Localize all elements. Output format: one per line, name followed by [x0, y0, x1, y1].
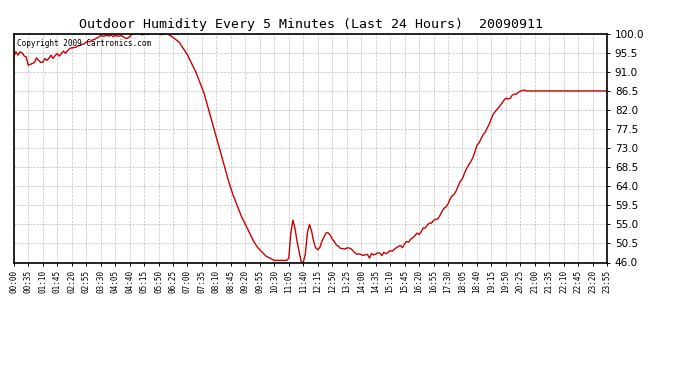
Title: Outdoor Humidity Every 5 Minutes (Last 24 Hours)  20090911: Outdoor Humidity Every 5 Minutes (Last 2…	[79, 18, 542, 31]
Text: Copyright 2009 Cartronics.com: Copyright 2009 Cartronics.com	[17, 39, 151, 48]
